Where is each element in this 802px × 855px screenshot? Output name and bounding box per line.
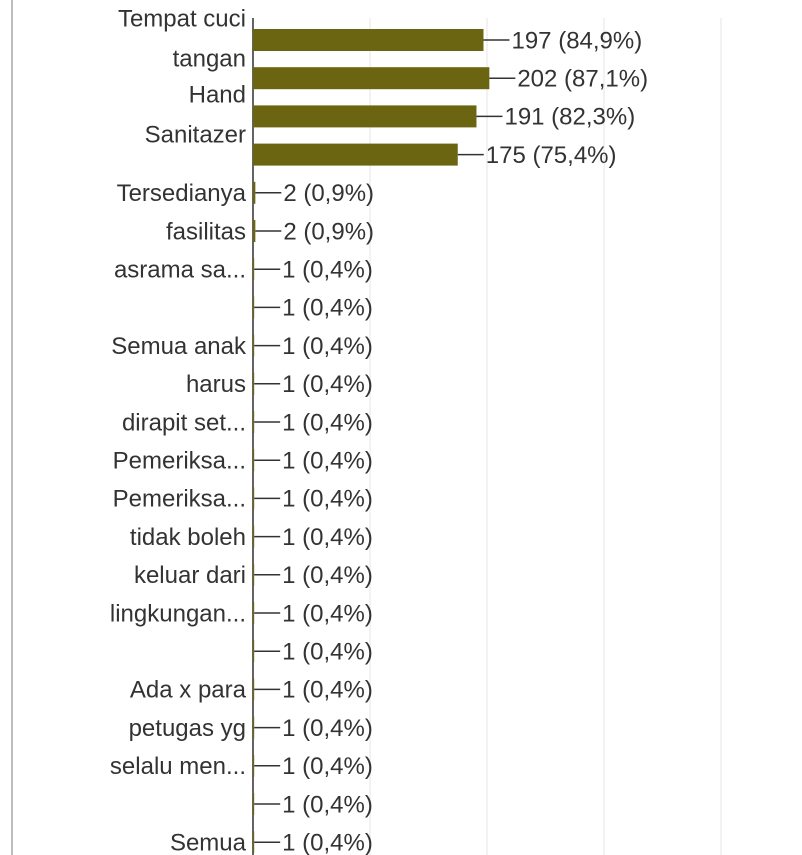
bar bbox=[253, 334, 255, 357]
bar bbox=[253, 831, 255, 854]
value-label: 2 (0,9%) bbox=[283, 180, 374, 207]
category-label: asrama sa... bbox=[114, 257, 246, 284]
value-label: 1 (0,4%) bbox=[282, 600, 373, 627]
bar bbox=[253, 563, 255, 586]
value-label: 1 (0,4%) bbox=[282, 830, 373, 855]
category-label: Hand bbox=[189, 82, 246, 109]
value-label: 1 (0,4%) bbox=[282, 371, 373, 398]
value-label: 1 (0,4%) bbox=[282, 257, 373, 284]
value-label: 1 (0,4%) bbox=[282, 753, 373, 780]
value-label: 202 (87,1%) bbox=[517, 66, 648, 93]
value-label: 1 (0,4%) bbox=[282, 639, 373, 666]
value-label: 1 (0,4%) bbox=[282, 448, 373, 475]
bar bbox=[253, 105, 477, 128]
bar bbox=[253, 793, 255, 815]
category-label: dirapit set... bbox=[122, 409, 246, 436]
bar bbox=[253, 181, 256, 204]
value-label: 191 (82,3%) bbox=[504, 104, 635, 131]
category-label: fasilitas bbox=[166, 218, 246, 245]
category-label: Semua bbox=[170, 830, 247, 855]
bar bbox=[253, 525, 255, 548]
category-label: Pemeriksa... bbox=[113, 448, 246, 475]
bar bbox=[253, 296, 255, 319]
bar bbox=[253, 67, 490, 90]
value-label: 1 (0,4%) bbox=[282, 333, 373, 360]
category-label: Sanitazer bbox=[145, 122, 246, 149]
category-label: Ada x para bbox=[130, 677, 247, 704]
value-label: 1 (0,4%) bbox=[282, 562, 373, 589]
category-label: petugas yg bbox=[129, 715, 246, 742]
bar bbox=[253, 449, 255, 472]
value-label: 1 (0,4%) bbox=[282, 677, 373, 704]
category-label: Semua anak bbox=[111, 333, 247, 360]
bar bbox=[253, 220, 256, 242]
category-label: keluar dari bbox=[134, 562, 246, 589]
category-label: selalu men... bbox=[110, 753, 246, 780]
category-label: Tersedianya bbox=[117, 180, 247, 207]
category-label: lingkungan... bbox=[110, 600, 246, 627]
value-label: 1 (0,4%) bbox=[282, 524, 373, 551]
value-label: 175 (75,4%) bbox=[486, 142, 617, 169]
value-label: 1 (0,4%) bbox=[282, 295, 373, 322]
category-label: harus bbox=[186, 371, 246, 398]
value-label: 2 (0,9%) bbox=[283, 218, 374, 245]
bar bbox=[253, 143, 458, 166]
value-label: 1 (0,4%) bbox=[282, 486, 373, 513]
value-label: 1 (0,4%) bbox=[282, 715, 373, 742]
bar bbox=[253, 29, 484, 51]
bar bbox=[253, 640, 255, 663]
bar bbox=[253, 678, 255, 701]
bar bbox=[253, 487, 255, 510]
category-label: Tempat cuci bbox=[118, 5, 246, 32]
value-label: 1 (0,4%) bbox=[282, 791, 373, 818]
bar bbox=[253, 411, 255, 433]
bar bbox=[253, 372, 255, 395]
category-label: tidak boleh bbox=[130, 524, 246, 551]
bar bbox=[253, 602, 255, 624]
category-label: tangan bbox=[173, 45, 246, 72]
bar bbox=[253, 716, 255, 739]
bar bbox=[253, 258, 255, 281]
value-label: 1 (0,4%) bbox=[282, 409, 373, 436]
bar bbox=[253, 754, 255, 777]
category-label: Pemeriksa... bbox=[113, 486, 246, 513]
value-label: 197 (84,9%) bbox=[511, 27, 642, 54]
